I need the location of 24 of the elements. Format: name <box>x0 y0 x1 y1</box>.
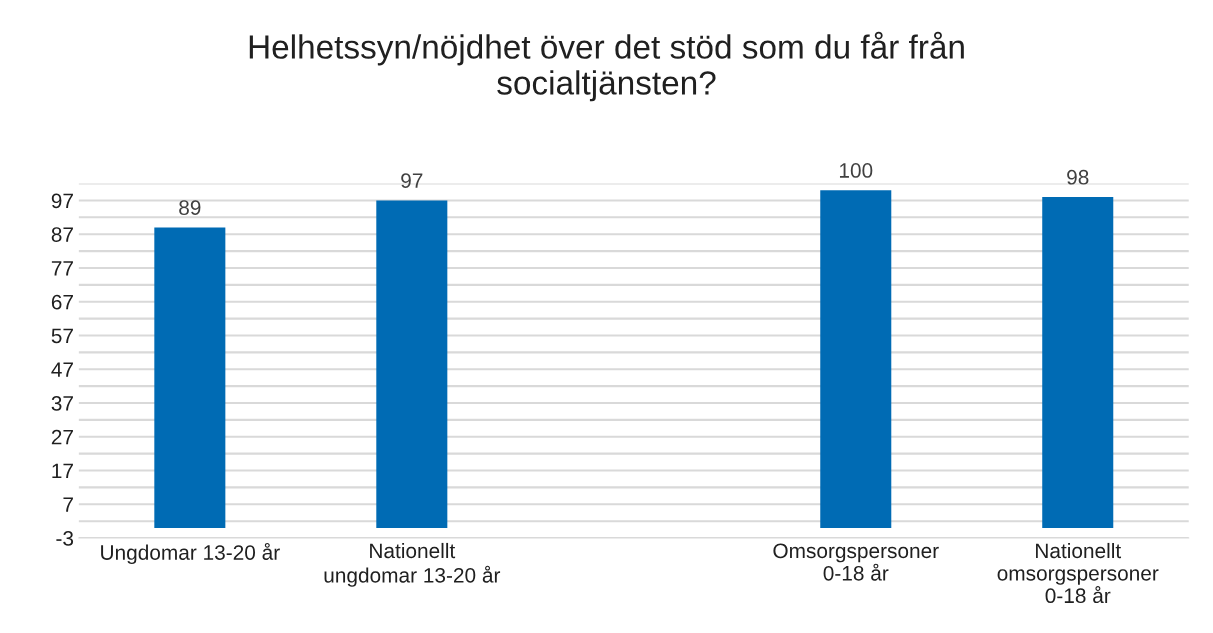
data-label: 89 <box>179 200 201 216</box>
bar <box>820 190 892 528</box>
x-tick-label: Omsorgspersoner 0-18 år <box>773 543 939 581</box>
data-label: 100 <box>839 163 873 178</box>
x-tick-label: Nationellt omsorgspersoner 0-18 år <box>997 542 1159 604</box>
y-tick-label: 87 <box>51 227 73 242</box>
y-tick-label: 7 <box>63 497 73 512</box>
y-tick-label: 47 <box>51 362 73 377</box>
y-tick-label: 57 <box>51 328 73 344</box>
y-tick-label: 67 <box>51 294 73 310</box>
y-tick-label: 17 <box>52 463 73 479</box>
y-tick-label: 97 <box>51 193 73 209</box>
data-label: 97 <box>401 173 423 188</box>
y-tick-label: 77 <box>51 261 73 276</box>
x-tick-label: Nationellt ungdomar 13-20 år <box>324 542 501 587</box>
y-tick-label: 27 <box>51 429 73 445</box>
chart-title: Helhetssyn/nöjdhet över det stöd som du får från socialtjänsten? <box>249 31 964 102</box>
y-tick-label: 37 <box>51 396 73 411</box>
y-tick-label: -3 <box>56 531 74 546</box>
x-tick-label: Ungdomar 13-20 år <box>101 542 280 565</box>
data-label: 98 <box>1067 169 1089 185</box>
bar <box>1042 197 1114 528</box>
bar <box>376 200 448 528</box>
bar <box>154 227 226 528</box>
